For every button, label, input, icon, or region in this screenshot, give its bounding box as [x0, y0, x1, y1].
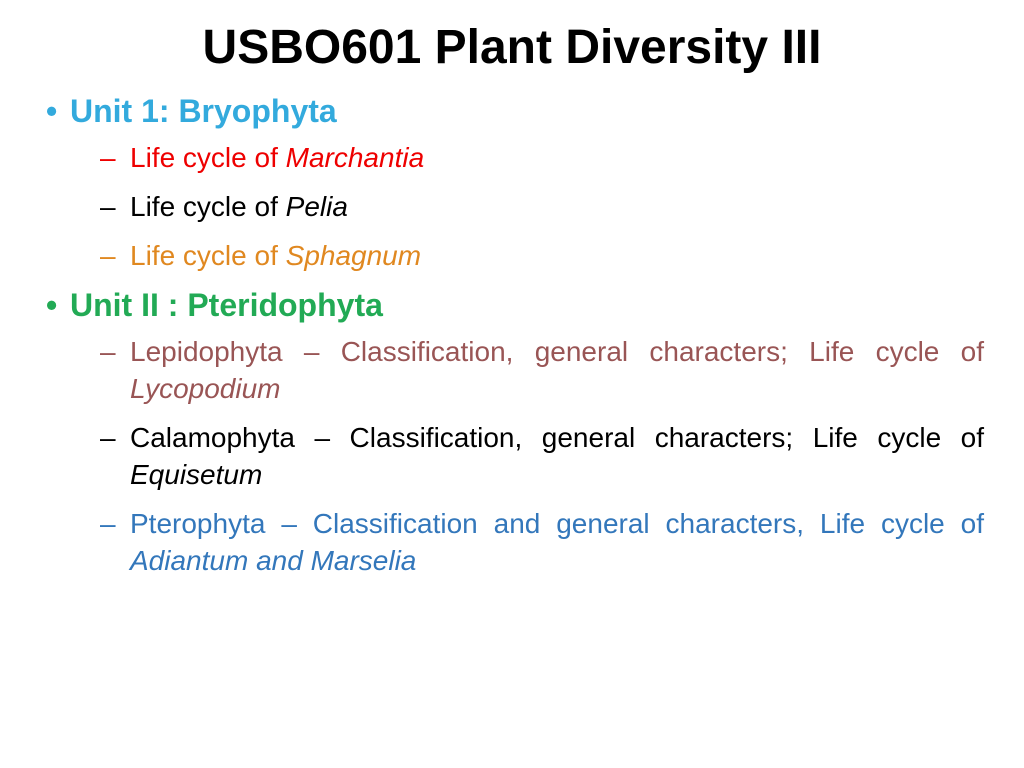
unit1-item2-prefix: Life cycle of: [130, 191, 286, 222]
unit1-item2-italic: Pelia: [286, 191, 348, 222]
unit2-item3-italic: Adiantum and Marselia: [130, 545, 416, 576]
slide-title: USBO601 Plant Diversity III: [40, 20, 984, 75]
unit1-heading: Unit 1: Bryophyta: [40, 93, 984, 130]
unit2-heading: Unit II : Pteridophyta: [40, 287, 984, 324]
unit2-item3-prefix: Pterophyta – Classification and general …: [130, 508, 984, 539]
unit2-item1-prefix: Lepidophyta – Classification, general ch…: [130, 336, 984, 367]
unit1-item1: Life cycle of Marchantia: [40, 140, 984, 177]
unit2-item3: Pterophyta – Classification and general …: [40, 506, 984, 580]
unit1-item3-prefix: Life cycle of: [130, 240, 286, 271]
slide-container: USBO601 Plant Diversity III Unit 1: Bryo…: [0, 0, 1024, 612]
unit2-item2-prefix: Calamophyta – Classification, general ch…: [130, 422, 984, 453]
unit1-item2: Life cycle of Pelia: [40, 189, 984, 226]
unit2-heading-text: Unit II : Pteridophyta: [70, 287, 383, 323]
unit2-item1-italic: Lycopodium: [130, 373, 280, 404]
unit1-item1-italic: Marchantia: [286, 142, 425, 173]
unit1-item1-prefix: Life cycle of: [130, 142, 286, 173]
unit1-item3: Life cycle of Sphagnum: [40, 238, 984, 275]
unit2-item1: Lepidophyta – Classification, general ch…: [40, 334, 984, 408]
unit1-item3-italic: Sphagnum: [286, 240, 421, 271]
unit2-item2: Calamophyta – Classification, general ch…: [40, 420, 984, 494]
unit1-heading-text: Unit 1: Bryophyta: [70, 93, 337, 129]
unit2-item2-italic: Equisetum: [130, 459, 262, 490]
